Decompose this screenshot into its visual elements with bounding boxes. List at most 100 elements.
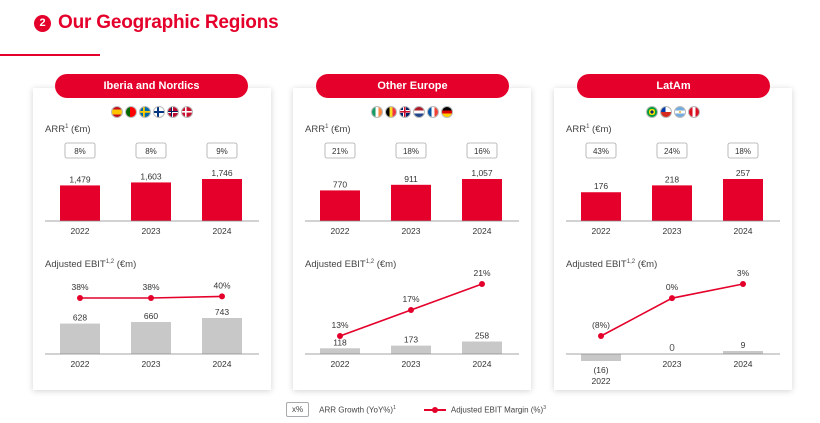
- ebit-value-label: 9: [741, 340, 746, 350]
- ebit-label: Adjusted EBIT1,2 (€m): [45, 259, 137, 271]
- growth-pill: [206, 142, 238, 159]
- margin-label: 40%: [213, 280, 230, 290]
- arr-label: ARR1 (€m): [566, 124, 612, 136]
- arr-value-label: 1,479: [69, 174, 91, 184]
- margin-label: 0%: [666, 282, 679, 292]
- legend-margin-text: Adjusted EBIT Margin (%)3: [450, 404, 546, 415]
- arr-value-label: 770: [333, 179, 347, 189]
- ebit-value-label: 173: [404, 335, 418, 345]
- region-card: ARR1 (€m) Adjusted EBIT1,2 (€m) 21% 18% 16…: [293, 88, 531, 390]
- arr-year-label: 2024: [734, 226, 753, 236]
- region-pill-other-europe: Other Europe: [316, 74, 509, 98]
- arr-year-label: 2022: [592, 226, 611, 236]
- margin-point: [219, 293, 225, 300]
- ebit-bar: [462, 341, 502, 354]
- arr-year-label: 2022: [71, 226, 90, 236]
- ebit-year-label: 2024: [734, 359, 753, 369]
- growth-pill: [466, 142, 498, 159]
- margin-label: 3%: [737, 268, 750, 278]
- arr-label: ARR1 (€m): [45, 124, 91, 136]
- growth-pill: [64, 142, 96, 159]
- arr-value-label: 176: [594, 181, 608, 191]
- margin-point: [669, 295, 675, 302]
- growth-pill: [135, 142, 167, 159]
- arr-value-label: 1,603: [140, 171, 162, 181]
- region-chart: 21% 18% 16% 770 2022 911 2023 1,057 2024 118 2022 1…: [305, 142, 519, 369]
- sweden-flag-icon: [139, 106, 151, 118]
- chile-flag-icon: [660, 106, 672, 118]
- margin-point: [740, 281, 746, 287]
- arr-year-label: 2024: [213, 226, 232, 236]
- margin-point: [148, 295, 154, 301]
- arr-value-label: 1,746: [211, 168, 233, 178]
- ebit-value-label: 628: [73, 313, 87, 323]
- growth-label: 18%: [403, 147, 419, 156]
- region-pill-iberia-nordics: Iberia and Nordics: [55, 74, 248, 98]
- ebit-value-label: 743: [215, 307, 229, 317]
- margin-label: 38%: [71, 282, 88, 292]
- growth-label: 8%: [74, 147, 86, 156]
- margin-point: [77, 295, 83, 301]
- region-chart: 8% 8% 9% 1,479 2022 1,603 2023 1,746 2024 628 2022…: [45, 142, 259, 369]
- ebit-value-label: 118: [333, 337, 347, 347]
- spain-flag-icon: [111, 106, 123, 118]
- ebit-year-label: 2022: [71, 359, 90, 369]
- arr-value-label: 1,057: [471, 168, 493, 178]
- ebit-value-label: (16): [593, 365, 608, 375]
- arr-year-label: 2023: [142, 226, 161, 236]
- growth-label: 8%: [145, 147, 157, 156]
- growth-pill: [585, 142, 617, 159]
- arr-year-label: 2022: [331, 226, 350, 236]
- growth-label: 9%: [216, 147, 228, 156]
- ebit-bar: [131, 322, 171, 354]
- legend: x% ARR Growth (YoY%)1 Adjusted EBIT Marg…: [286, 402, 546, 417]
- ebit-value-label: 0: [669, 343, 675, 354]
- portugal-flag-icon: [125, 106, 137, 118]
- page-header: 2 Our Geographic Regions: [34, 12, 279, 34]
- arr-year-label: 2024: [473, 226, 492, 236]
- legend-growth-text: ARR Growth (YoY%)1: [319, 404, 396, 415]
- growth-pill: [727, 142, 759, 159]
- ebit-value-label: 660: [144, 311, 158, 321]
- arr-bar: [723, 179, 763, 221]
- margin-point: [408, 307, 414, 313]
- margin-point: [479, 281, 485, 287]
- flag-row: [554, 106, 792, 118]
- arr-bar: [581, 192, 621, 221]
- norway-flag-icon: [167, 106, 179, 118]
- brazil-flag-icon: [646, 106, 658, 118]
- growth-label: 16%: [474, 147, 490, 156]
- region-card: ARR1 (€m) Adjusted EBIT1,2 (€m) 8% 8% 9% 1,…: [33, 88, 271, 390]
- ebit-bar: [391, 345, 431, 354]
- netherlands-flag-icon: [413, 106, 425, 118]
- margin-label: 13%: [331, 320, 348, 330]
- arr-value-label: 218: [665, 174, 679, 184]
- arr-bar: [131, 182, 171, 221]
- title-underline: [0, 54, 100, 56]
- ebit-bar: [320, 348, 360, 354]
- legend-growth-box: x%: [286, 402, 310, 417]
- flag-row: [33, 106, 271, 118]
- denmark-flag-icon: [181, 106, 193, 118]
- region-pill-latam: LatAm: [577, 74, 770, 98]
- legend-margin-line-icon: [423, 405, 446, 415]
- arr-year-label: 2023: [663, 226, 682, 236]
- finland-flag-icon: [153, 106, 165, 118]
- margin-label: 17%: [402, 294, 419, 304]
- ebit-year-label: 2022: [592, 376, 611, 386]
- argentina-flag-icon: [674, 106, 686, 118]
- uk-flag-icon: [399, 106, 411, 118]
- ebit-year-label: 2023: [142, 359, 161, 369]
- region-chart: 43% 24% 18%176202221820232572024(16)202202…: [566, 142, 780, 386]
- margin-point: [337, 333, 343, 339]
- belgium-flag-icon: [385, 106, 397, 118]
- margin-label: 38%: [142, 282, 159, 292]
- arr-bar: [320, 190, 360, 221]
- arr-bar: [391, 184, 431, 221]
- growth-pill: [324, 142, 356, 159]
- arr-value-label: 257: [736, 168, 750, 178]
- ebit-year-label: 2024: [473, 359, 492, 369]
- growth-pill: [656, 142, 688, 159]
- ebit-year-label: 2022: [331, 359, 350, 369]
- ebit-year-label: 2024: [213, 359, 232, 369]
